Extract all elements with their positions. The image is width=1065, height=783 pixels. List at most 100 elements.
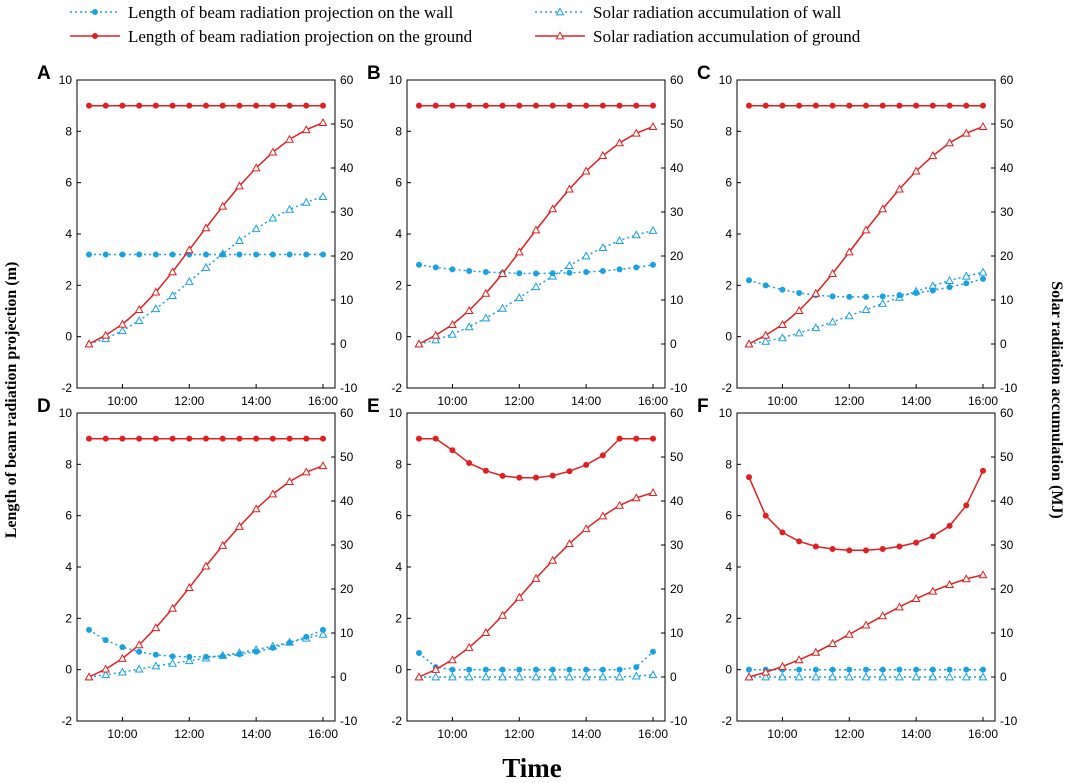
data-point: [201, 223, 211, 232]
data-point: [978, 570, 988, 579]
data-point: [498, 303, 508, 312]
left-tick-label: 0: [725, 330, 732, 344]
legend-label: Solar radiation accumulation of ground: [593, 27, 861, 46]
data-point: [499, 102, 506, 109]
left-tick-label: 6: [65, 509, 72, 523]
data-point: [269, 102, 276, 109]
data-point: [564, 184, 574, 193]
left-tick-label: 8: [65, 124, 72, 138]
data-point: [136, 435, 143, 442]
data-point: [432, 435, 439, 442]
data-point: [101, 670, 111, 679]
data-point: [414, 672, 424, 681]
data-point: [549, 270, 556, 277]
left-tick-label: -2: [721, 381, 732, 395]
data-point: [650, 102, 657, 109]
data-point: [151, 287, 161, 296]
data-point: [303, 633, 310, 640]
x-tick-label: 14:00: [901, 394, 931, 408]
data-point: [566, 269, 573, 276]
data-point: [598, 511, 608, 520]
series-ground-acc: [414, 488, 658, 681]
data-point: [464, 642, 474, 651]
data-point: [846, 666, 853, 673]
data-point: [878, 204, 888, 213]
x-tick-label: 14:00: [901, 727, 931, 741]
data-point: [878, 298, 888, 307]
left-tick-label: -2: [61, 714, 72, 728]
data-point: [186, 653, 193, 660]
right-tick-label: 30: [670, 205, 684, 219]
right-tick-label: 20: [340, 582, 354, 596]
data-point: [913, 666, 920, 673]
series-wall-acc: [414, 225, 658, 348]
data-point: [431, 672, 441, 681]
data-point: [318, 191, 328, 200]
data-point: [414, 339, 424, 348]
data-point: [777, 672, 787, 681]
data-point: [117, 326, 127, 335]
data-point: [184, 656, 194, 665]
data-point: [616, 666, 623, 673]
data-point: [650, 261, 657, 268]
x-tick-label: 10:00: [107, 394, 137, 408]
data-point: [980, 666, 987, 673]
data-point: [253, 648, 260, 655]
left-tick-label: 8: [725, 124, 732, 138]
data-point: [648, 122, 658, 131]
data-point: [945, 579, 955, 588]
panel-label: F: [697, 396, 709, 417]
data-point: [533, 474, 540, 481]
data-point: [531, 282, 541, 291]
data-point: [184, 245, 194, 254]
data-point: [863, 547, 870, 554]
data-point: [449, 102, 456, 109]
data-point: [929, 287, 936, 294]
data-point: [253, 435, 260, 442]
right-tick-label: 20: [670, 249, 684, 263]
data-point: [894, 184, 904, 193]
data-point: [811, 288, 821, 297]
data-point: [219, 251, 226, 258]
left-tick-label: 2: [725, 278, 732, 292]
left-tick-label: 10: [719, 406, 733, 420]
left-tick-label: 10: [59, 73, 73, 87]
data-point: [134, 640, 144, 649]
data-point: [202, 251, 209, 258]
data-point: [169, 102, 176, 109]
right-tick-label: 40: [340, 161, 354, 175]
left-tick-label: 0: [395, 330, 402, 344]
data-point: [86, 251, 93, 258]
data-point: [583, 666, 590, 673]
data-point: [980, 102, 987, 109]
x-tick-label: 16:00: [968, 394, 998, 408]
data-point: [879, 102, 886, 109]
data-point: [152, 102, 159, 109]
legend-swatch-marker: [555, 7, 565, 16]
x-tick-label: 10:00: [767, 394, 797, 408]
right-tick-label: -10: [340, 381, 358, 395]
data-point: [218, 201, 228, 210]
data-point: [415, 649, 422, 656]
data-point: [119, 435, 126, 442]
data-point: [464, 672, 474, 681]
x-tick-label: 12:00: [834, 727, 864, 741]
data-point: [481, 288, 491, 297]
left-tick-label: 8: [395, 457, 402, 471]
right-tick-label: 60: [1000, 406, 1014, 420]
data-point: [301, 197, 311, 206]
data-point: [415, 102, 422, 109]
data-point: [466, 267, 473, 274]
series-wall-acc: [744, 672, 988, 681]
data-point: [482, 268, 489, 275]
left-tick-label: 10: [719, 73, 733, 87]
right-tick-label: -10: [340, 714, 358, 728]
data-point: [599, 452, 606, 459]
data-point: [794, 305, 804, 314]
data-point: [978, 122, 988, 131]
data-point: [829, 293, 836, 300]
right-tick-label: 0: [340, 337, 347, 351]
data-point: [861, 225, 871, 234]
data-point: [911, 594, 921, 603]
data-point: [929, 533, 936, 540]
